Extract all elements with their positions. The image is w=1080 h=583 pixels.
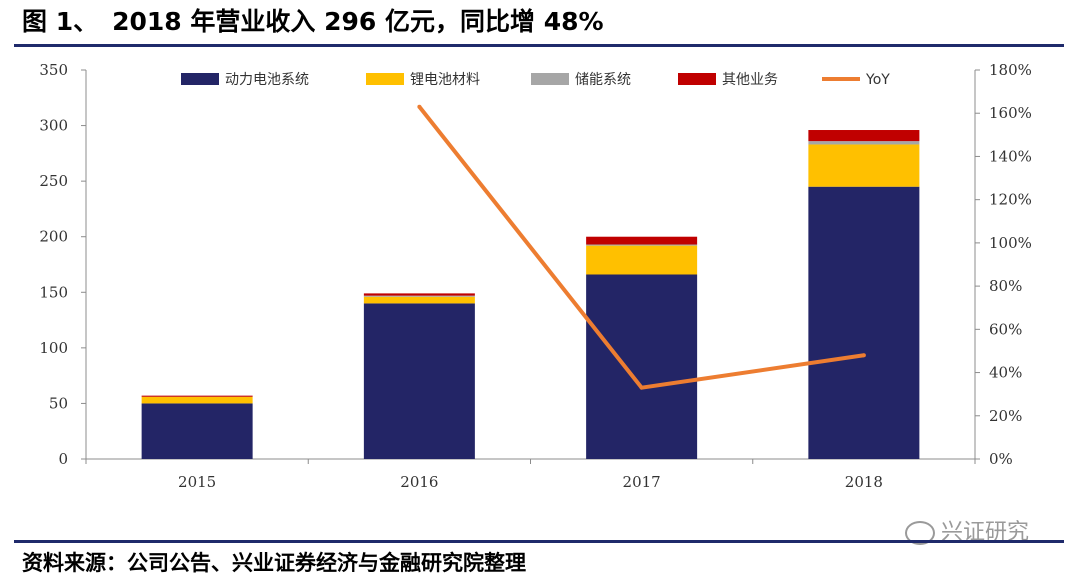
yoy-point-2 <box>861 353 866 358</box>
bar-segment-2-2016 <box>363 295 475 297</box>
figure-title-prefix: 图 1、 <box>22 7 99 36</box>
bar-segment-0-2018 <box>808 186 920 459</box>
bar-segment-0-2016 <box>363 303 475 459</box>
y2-tick-label: 20% <box>989 407 1022 425</box>
bar-segment-0-2017 <box>586 274 698 459</box>
legend-swatch-2 <box>531 73 569 85</box>
bar-segment-3-2015 <box>141 395 253 397</box>
y-tick-label: 50 <box>49 394 68 412</box>
y2-tick-label: 140% <box>989 147 1032 165</box>
y-tick-label: 100 <box>39 339 68 357</box>
x-tick-label: 2016 <box>400 473 438 491</box>
y2-tick-label: 100% <box>989 234 1032 252</box>
x-tick-label: 2015 <box>178 473 216 491</box>
legend-swatch-1 <box>366 73 404 85</box>
source-divider <box>14 540 1064 543</box>
legend-label-0: 动力电池系统 <box>225 72 309 88</box>
legend-label-3: 其他业务 <box>722 72 778 88</box>
yoy-point-0 <box>417 104 422 109</box>
legend-swatch-3 <box>678 73 716 85</box>
figure-title: 图 1、 2018 年营业收入 296 亿元，同比增 48% <box>22 4 604 40</box>
bar-segment-1-2018 <box>808 144 920 187</box>
bar-segment-3-2016 <box>363 293 475 296</box>
figure-title-text: 2018 年营业收入 296 亿元，同比增 48% <box>112 7 604 36</box>
bar-segment-0-2015 <box>141 403 253 459</box>
wechat-icon <box>905 521 935 545</box>
yoy-point-1 <box>639 385 644 390</box>
y-tick-label: 150 <box>39 283 68 301</box>
bar-segment-1-2015 <box>141 396 253 404</box>
y-tick-label: 300 <box>39 117 68 135</box>
legend-label-2: 储能系统 <box>575 72 631 88</box>
bar-segment-2-2018 <box>808 141 920 145</box>
legend-label-4: YoY <box>865 72 890 88</box>
source-note: 资料来源：公司公告、兴业证券经济与金融研究院整理 <box>22 551 526 575</box>
bar-segment-1-2017 <box>586 245 698 275</box>
y2-tick-label: 60% <box>989 320 1022 338</box>
bar-segment-1-2016 <box>363 296 475 304</box>
y2-tick-label: 120% <box>989 191 1032 209</box>
y-tick-label: 350 <box>39 61 68 79</box>
bar-segment-3-2017 <box>586 236 698 245</box>
legend-swatch-0 <box>181 73 219 85</box>
legend-label-1: 锂电池材料 <box>410 72 480 88</box>
title-divider <box>14 44 1064 47</box>
y2-tick-label: 0% <box>989 450 1013 468</box>
y2-tick-label: 40% <box>989 364 1022 382</box>
x-tick-label: 2017 <box>623 473 661 491</box>
x-tick-label: 2018 <box>845 473 883 491</box>
bar-segment-2-2017 <box>586 244 698 246</box>
bar-segment-3-2018 <box>808 130 920 142</box>
y2-tick-label: 160% <box>989 104 1032 122</box>
y2-tick-label: 180% <box>989 61 1032 79</box>
y-tick-label: 200 <box>39 228 68 246</box>
y2-tick-label: 80% <box>989 277 1022 295</box>
y-tick-label: 0 <box>58 450 68 468</box>
y-tick-label: 250 <box>39 172 68 190</box>
revenue-chart: 0 50 100 150 200 250 300 350 0% 20% 40% 60% 80% 100% 1… <box>39 61 1032 491</box>
